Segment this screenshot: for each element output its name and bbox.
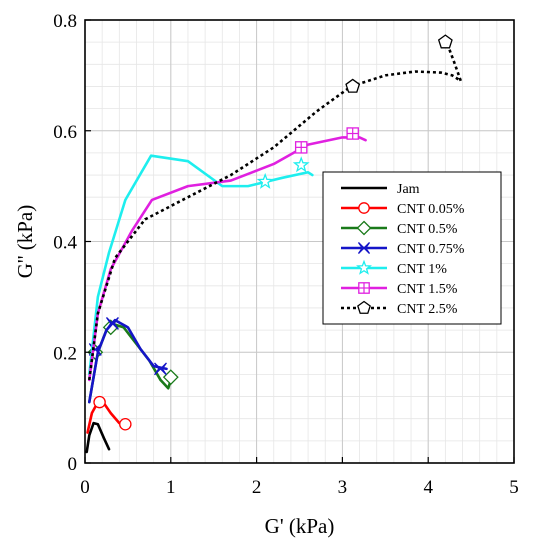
series-5 <box>87 127 367 382</box>
axis-ticks: 0 1 2 3 4 5 0 0.2 0.4 0.6 0.8 <box>53 11 519 498</box>
bowtie-marker <box>154 362 167 376</box>
circle-marker <box>119 417 132 431</box>
legend-label: CNT 0.75% <box>397 242 465 257</box>
y-tick-label: 0 <box>68 454 78 475</box>
star-marker <box>256 172 274 189</box>
x-tick-label: 2 <box>252 477 262 498</box>
series-6 <box>88 34 463 381</box>
x-tick-label: 0 <box>80 477 90 498</box>
legend-label: CNT 0.5% <box>397 222 458 237</box>
legend-label: CNT 1.5% <box>397 282 458 297</box>
series-line <box>87 154 314 376</box>
legend-item: CNT 0.75% <box>341 242 465 257</box>
star-marker <box>292 156 310 173</box>
series-4 <box>87 154 314 376</box>
series-line <box>87 318 168 404</box>
legend-label: CNT 2.5% <box>397 302 458 317</box>
star-marker <box>356 259 372 275</box>
legend-item: CNT 0.5% <box>341 220 458 237</box>
pentagon-marker <box>437 34 453 49</box>
legend-label: Jam <box>397 182 420 197</box>
series-0 <box>85 421 111 454</box>
series-line <box>87 136 367 382</box>
pentagon-marker <box>345 78 361 93</box>
legend-label: CNT 0.05% <box>397 202 465 217</box>
legend-item: CNT 1.5% <box>341 282 458 297</box>
series-1 <box>86 395 132 434</box>
x-tick-label: 1 <box>166 477 176 498</box>
x-tick-label: 5 <box>509 477 519 498</box>
series-line <box>85 421 111 454</box>
legend-item: CNT 2.5% <box>341 300 458 317</box>
pentagon-marker <box>357 300 371 314</box>
y-tick-label: 0.8 <box>53 11 77 32</box>
circle-marker <box>93 395 106 409</box>
legend-item: CNT 1% <box>341 259 447 277</box>
series-layer <box>85 34 463 454</box>
y-tick-label: 0.2 <box>53 343 77 364</box>
diamond-marker <box>356 220 372 236</box>
legend-label: CNT 1% <box>397 262 447 277</box>
y-axis-label: G'' (kPa) <box>13 205 37 278</box>
bowtie-marker <box>105 317 119 330</box>
legend-item: Jam <box>341 182 420 197</box>
x-axis-label: G' (kPa) <box>265 514 335 538</box>
x-tick-label: 3 <box>338 477 348 498</box>
legend-item: CNT 0.05% <box>341 202 465 217</box>
bowtie-marker <box>357 242 371 254</box>
y-tick-label: 0.6 <box>53 122 77 143</box>
circle-marker <box>358 202 370 214</box>
y-tick-label: 0.4 <box>53 233 77 254</box>
legend: Jam CNT 0.05% CNT 0.5% CNT 0.75% CNT 1% CNT 1… <box>322 171 502 325</box>
series-line <box>88 42 463 381</box>
x-tick-label: 4 <box>423 477 433 498</box>
